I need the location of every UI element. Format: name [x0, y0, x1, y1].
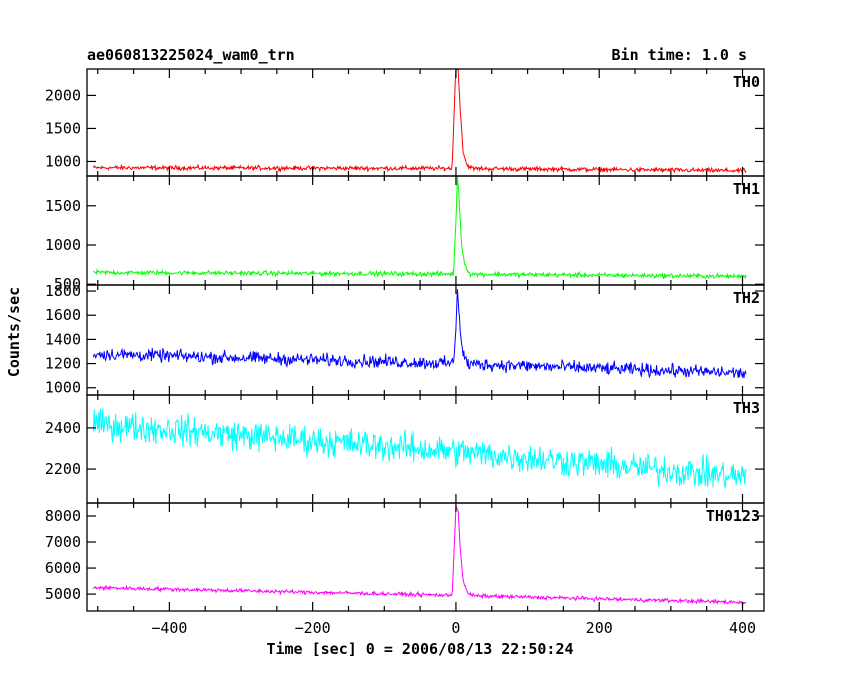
series-line-th0 — [92, 69, 747, 174]
series-line-th2 — [92, 289, 747, 379]
y-tick-label: 2400 — [45, 419, 81, 437]
y-tick-label: 1000 — [45, 152, 81, 170]
panel-th3: 2200 2400 TH3 — [45, 394, 765, 504]
panel-label-th0: TH0 — [733, 73, 760, 91]
y-tick-label: 500 — [54, 275, 81, 293]
y-tick-label: 1500 — [45, 119, 81, 137]
y-tick-label: 1000 — [45, 379, 81, 397]
y-tick-label: 8000 — [45, 507, 81, 525]
panel-label-th2: TH2 — [733, 289, 760, 307]
panel-label-th3: TH3 — [733, 399, 760, 417]
y-tick-label: 1600 — [45, 306, 81, 324]
panel-frame — [86, 502, 765, 612]
y-tick-label: 1800 — [45, 282, 81, 300]
y-tick-label: 1500 — [45, 197, 81, 215]
y-tick-label: 1200 — [45, 355, 81, 373]
bin-time-label: Bin time: 1.0 s — [612, 46, 747, 64]
series-line-th1 — [93, 176, 747, 280]
panel-frame — [86, 175, 765, 286]
panel-th0: 1000 1500 2000 TH0 — [45, 68, 765, 177]
panel-th1: 500 1000 1500 TH1 — [45, 175, 765, 293]
panel-th0123: 5000 6000 7000 8000 TH0123 — [45, 502, 765, 612]
y-tick-label: 1400 — [45, 330, 81, 348]
y-tick-label: 6000 — [45, 559, 81, 577]
x-tick-label: 200 — [586, 619, 613, 637]
y-axis-label: Counts/sec — [5, 287, 23, 377]
x-tick-label: 0 — [451, 619, 460, 637]
y-tick-label: 1000 — [45, 236, 81, 254]
panel-frame — [86, 68, 765, 177]
panel-label-th0123: TH0123 — [706, 507, 760, 525]
panels-group: 100015002000TH050010001500TH110001200140… — [45, 68, 765, 637]
y-tick-label: 2200 — [45, 460, 81, 478]
panel-frame — [86, 284, 765, 396]
x-tick-label: −400 — [151, 619, 187, 637]
x-tick-label: 400 — [729, 619, 756, 637]
y-tick-label: 2000 — [45, 86, 81, 104]
x-tick-label: −200 — [295, 619, 331, 637]
panel-th2: 1000 1200 1400 1600 1800 TH2 — [45, 282, 765, 397]
panel-label-th1: TH1 — [733, 180, 760, 198]
series-line-th0123 — [92, 504, 747, 605]
series-line-th3 — [92, 408, 747, 489]
y-tick-label: 7000 — [45, 533, 81, 551]
chart-title: ae060813225024_wam0_trn — [87, 46, 295, 64]
x-axis-label: Time [sec] 0 = 2006/08/13 22:50:24 — [266, 640, 573, 658]
y-tick-label: 5000 — [45, 585, 81, 603]
